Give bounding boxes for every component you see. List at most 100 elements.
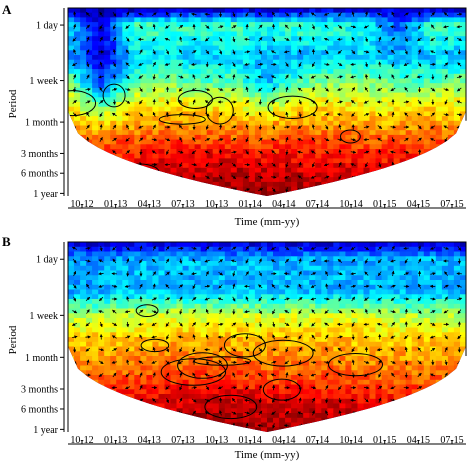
phase-arrow bbox=[111, 175, 118, 179]
phase-arrow bbox=[85, 87, 91, 92]
power-cell bbox=[351, 346, 358, 352]
power-cell bbox=[375, 341, 383, 348]
power-cell bbox=[303, 370, 310, 376]
power-cell bbox=[134, 299, 141, 305]
power-cell bbox=[188, 365, 196, 371]
power-cell bbox=[158, 346, 166, 352]
power-cell bbox=[267, 8, 274, 14]
power-cell bbox=[381, 59, 389, 65]
power-cell bbox=[315, 87, 322, 94]
power-cell bbox=[188, 106, 196, 112]
power-cell bbox=[254, 172, 262, 178]
power-cell bbox=[303, 144, 310, 150]
power-cell bbox=[194, 332, 202, 338]
power-cell bbox=[194, 12, 202, 18]
phase-arrow bbox=[204, 188, 211, 192]
power-cell bbox=[116, 17, 123, 23]
power-cell bbox=[447, 102, 455, 108]
power-cell bbox=[110, 31, 117, 37]
power-cell bbox=[279, 87, 286, 94]
phase-arrow bbox=[178, 124, 183, 130]
power-cell bbox=[345, 270, 352, 276]
power-cell bbox=[261, 92, 268, 98]
power-cell bbox=[236, 8, 244, 14]
power-cell bbox=[254, 134, 262, 141]
power-cell bbox=[254, 163, 262, 169]
power-cell bbox=[267, 332, 274, 338]
power-cell bbox=[98, 69, 105, 75]
power-cell bbox=[447, 17, 455, 23]
power-cell bbox=[74, 246, 81, 253]
power-cell bbox=[339, 191, 346, 196]
power-cell bbox=[134, 36, 141, 42]
power-cell bbox=[182, 50, 190, 56]
power-cell bbox=[122, 83, 129, 89]
power-cell bbox=[170, 111, 178, 117]
power-cell bbox=[375, 294, 383, 300]
phase-arrow bbox=[231, 87, 237, 91]
power-cell bbox=[248, 303, 256, 310]
power-cell bbox=[116, 26, 123, 33]
power-cell bbox=[411, 55, 419, 61]
power-cell bbox=[291, 280, 298, 286]
power-cell bbox=[327, 167, 334, 174]
power-cell bbox=[242, 153, 250, 159]
power-cell bbox=[333, 299, 340, 305]
power-cell bbox=[200, 73, 208, 80]
power-cell bbox=[146, 55, 153, 61]
power-cell bbox=[339, 149, 346, 155]
power-cell bbox=[315, 50, 322, 56]
power-cell bbox=[261, 275, 268, 281]
power-cell bbox=[104, 36, 111, 42]
power-cell bbox=[417, 327, 425, 333]
power-cell bbox=[128, 181, 135, 188]
phase-arrow bbox=[218, 162, 223, 167]
phase-arrow bbox=[231, 138, 237, 142]
power-cell bbox=[176, 246, 184, 253]
power-cell bbox=[460, 356, 466, 362]
phase-arrow bbox=[416, 175, 423, 179]
power-cell bbox=[447, 303, 455, 310]
power-cell bbox=[429, 341, 437, 348]
power-cell bbox=[297, 26, 304, 33]
power-cell bbox=[267, 251, 274, 257]
power-cell bbox=[194, 261, 202, 267]
power-cell bbox=[104, 246, 111, 253]
power-cell bbox=[279, 40, 286, 47]
power-cell bbox=[164, 31, 172, 37]
power-cell bbox=[152, 102, 159, 108]
power-cell bbox=[218, 31, 226, 37]
power-cell bbox=[86, 83, 93, 89]
power-cell bbox=[74, 351, 81, 357]
power-cell bbox=[321, 327, 328, 333]
power-cell bbox=[297, 130, 304, 136]
power-cell bbox=[351, 327, 358, 333]
power-cell bbox=[182, 265, 190, 272]
power-cell bbox=[140, 299, 147, 305]
power-cell bbox=[375, 327, 383, 333]
power-cell bbox=[242, 102, 250, 108]
power-cell bbox=[399, 50, 407, 56]
power-cell bbox=[423, 139, 431, 145]
power-cell bbox=[242, 318, 250, 324]
power-cell bbox=[381, 45, 389, 51]
power-cell bbox=[441, 167, 449, 174]
phase-arrow bbox=[284, 100, 290, 104]
power-field bbox=[68, 242, 466, 432]
power-cell bbox=[80, 120, 87, 127]
power-cell bbox=[200, 102, 208, 108]
power-cell bbox=[261, 73, 268, 80]
power-cell bbox=[285, 251, 292, 257]
power-cell bbox=[164, 92, 172, 98]
power-cell bbox=[128, 55, 135, 61]
power-cell bbox=[140, 26, 147, 33]
power-cell bbox=[297, 92, 304, 98]
power-cell bbox=[333, 87, 340, 94]
power-cell bbox=[435, 167, 443, 174]
power-cell bbox=[194, 153, 202, 159]
power-cell bbox=[98, 284, 105, 291]
power-cell bbox=[164, 130, 172, 136]
power-cell bbox=[369, 69, 377, 75]
power-cell bbox=[297, 337, 304, 343]
power-cell bbox=[134, 360, 141, 367]
